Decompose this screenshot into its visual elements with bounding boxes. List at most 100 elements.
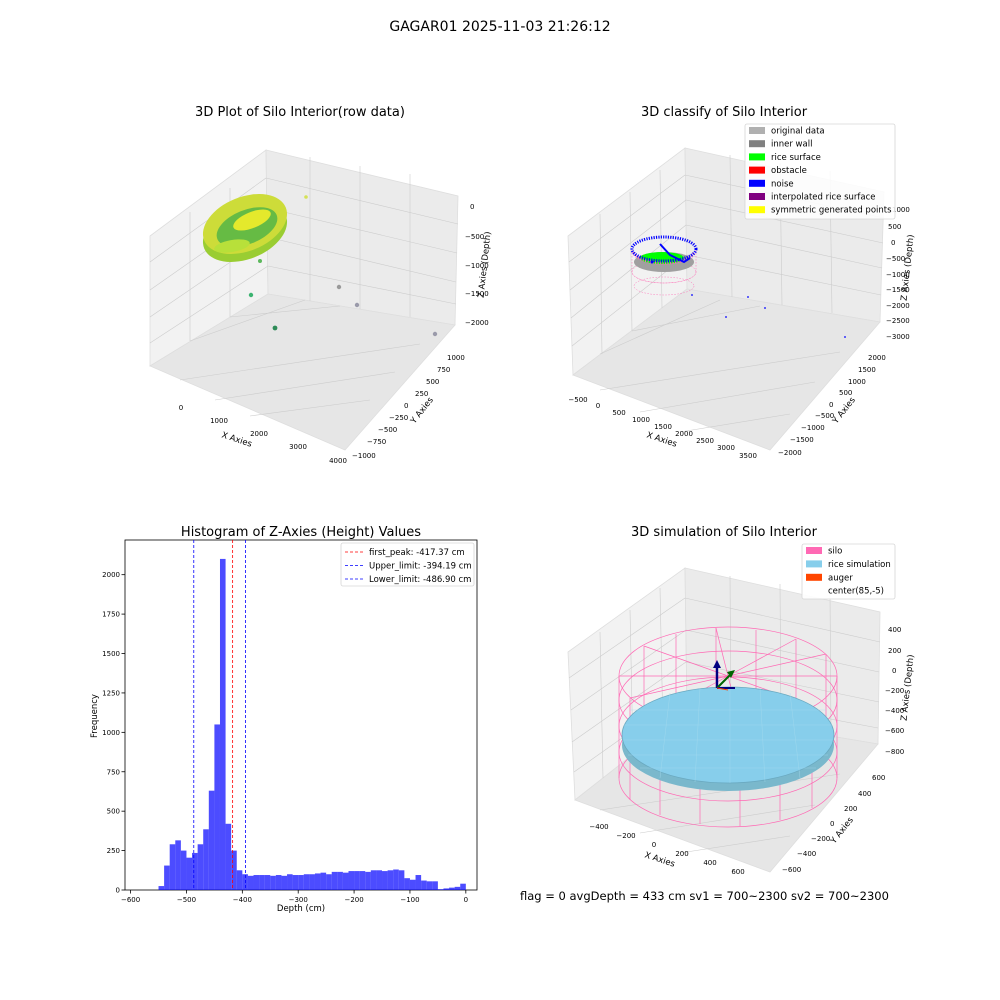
histogram-xtick-label: −600 — [121, 896, 140, 904]
raw-floor-pane — [149, 293, 456, 451]
histogram-bar — [298, 875, 304, 890]
classify-legend-swatch — [749, 140, 765, 148]
histogram-bar — [337, 871, 343, 890]
simulation-rice-surface — [621, 686, 835, 791]
classify-ytick: 1500 — [858, 366, 876, 374]
classify-title: 3D classify of Silo Interior — [641, 105, 808, 120]
simulation-legend-label: auger — [828, 573, 853, 583]
classify-ztick: 0 — [891, 239, 895, 247]
raw-outliers — [248, 195, 438, 337]
raw-ytick: −500 — [378, 426, 397, 434]
simulation-xlabel: X Axies — [643, 850, 676, 869]
simulation-legend-swatch — [806, 587, 822, 595]
panel-classify: 3D classify of Silo Interior −500 0 500 … — [567, 105, 916, 460]
histogram-bar — [443, 888, 450, 890]
classify-ylabel: Y Axies — [830, 395, 858, 427]
classify-xtick: 3000 — [717, 444, 735, 452]
histogram-bar — [225, 823, 232, 890]
simulation-xtick: −400 — [589, 823, 608, 831]
simulation-yticks: 600 400 200 0 −200 −400 −600 — [782, 774, 885, 874]
histogram-bar — [247, 875, 254, 890]
simulation-legend-swatch — [806, 547, 822, 554]
histogram-legend-label: Upper_limit: -394.19 cm — [369, 562, 472, 572]
simulation-zlabel: Z Axies (Depth) — [900, 654, 917, 721]
classify-legend-swatch — [749, 206, 765, 214]
raw-ztick: −500 — [465, 233, 484, 241]
simulation-legend-label: silo — [828, 547, 842, 557]
histogram-bars — [158, 558, 466, 890]
histogram-bar — [270, 875, 276, 890]
histogram-plot-area — [124, 539, 478, 891]
histogram-bar — [432, 881, 438, 890]
histogram-bar — [219, 558, 226, 890]
classify-legend-swatch — [749, 153, 765, 161]
classify-legend-label: inner wall — [771, 140, 812, 150]
classify-ztick: −1000 — [886, 271, 910, 279]
classify-silo-points — [630, 235, 698, 296]
classify-ytick: 1000 — [848, 378, 866, 386]
simulation-ztick: −600 — [885, 727, 904, 735]
histogram-bar — [460, 883, 466, 890]
simulation-xtick: 0 — [652, 841, 656, 849]
classify-ztick: −1500 — [886, 286, 910, 294]
simulation-ztick: −800 — [885, 748, 904, 756]
simulation-ztick: −400 — [885, 707, 904, 715]
histogram-bar — [164, 865, 170, 890]
histogram-bar — [314, 873, 321, 890]
classify-ytick: −2000 — [778, 449, 802, 457]
histogram-bar — [303, 874, 310, 890]
classify-legend-label: noise — [771, 179, 794, 189]
histogram-legend-label: first_peak: -417.37 cm — [369, 548, 465, 558]
simulation-ztick: 200 — [888, 647, 901, 655]
classify-ztick: 500 — [888, 223, 901, 231]
figure-suptitle: GAGAR01 2025-11-03 21:26:12 — [389, 19, 610, 35]
classify-floor-pane — [572, 288, 881, 451]
histogram-ylabel: Frequency — [90, 694, 100, 738]
raw-point-cloud — [202, 194, 288, 262]
classify-xticks: −500 0 500 1000 1500 2000 2500 3000 3500 — [568, 396, 757, 460]
histogram-bar — [426, 881, 433, 890]
histogram-bar — [197, 844, 204, 890]
histogram-bar — [281, 875, 288, 890]
histogram-legend: first_peak: -417.37 cm Upper_limit: -394.… — [340, 542, 475, 587]
simulation-legend-swatch — [806, 573, 822, 581]
histogram-ytick-label: 250 — [107, 847, 120, 855]
histogram-bar — [169, 844, 176, 890]
simulation-ytick: 600 — [872, 774, 885, 782]
simulation-ztick: 400 — [888, 626, 901, 634]
histogram-bar — [454, 886, 461, 890]
histogram-bar — [331, 871, 338, 890]
raw-ytick: 500 — [426, 378, 439, 386]
classify-ztick: −500 — [886, 255, 905, 263]
classify-xtick: 2000 — [675, 430, 693, 438]
histogram-bar — [387, 870, 394, 890]
histogram-bar — [259, 875, 265, 890]
classify-legend-label: interpolated rice surface — [771, 193, 876, 203]
histogram-bar — [376, 870, 383, 890]
histogram-bar — [348, 871, 355, 890]
classify-legend-swatch — [749, 127, 765, 134]
histogram-xtick-label: −100 — [400, 896, 419, 904]
histogram-bar — [186, 857, 193, 890]
classify-ztick: −2000 — [886, 302, 910, 310]
classify-legend-frame — [744, 123, 896, 220]
classify-legend-label: obstacle — [771, 166, 807, 176]
histogram-bar — [421, 880, 427, 890]
raw-xtick: 2000 — [250, 430, 268, 438]
histogram-ytick-label: 1000 — [102, 729, 120, 737]
classify-xtick: 0 — [596, 402, 600, 410]
raw-ylabel: Y Axies — [408, 395, 436, 427]
histogram-bar — [192, 852, 198, 890]
simulation-ytick: 200 — [844, 805, 857, 813]
histogram-bar — [437, 889, 444, 890]
histogram-legend-frame — [340, 542, 475, 587]
simulation-legend-swatch — [806, 560, 822, 568]
histogram-bar — [326, 874, 332, 890]
classify-legend-swatch — [749, 166, 765, 174]
simulation-ytick: −200 — [811, 835, 830, 843]
histogram-bar — [242, 874, 248, 890]
classify-xtick: 3500 — [739, 452, 757, 460]
status-line: flag = 0 avgDepth = 433 cm sv1 = 700~230… — [520, 889, 889, 903]
raw-ytick: 1000 — [447, 354, 465, 362]
histogram-bar — [415, 875, 422, 890]
